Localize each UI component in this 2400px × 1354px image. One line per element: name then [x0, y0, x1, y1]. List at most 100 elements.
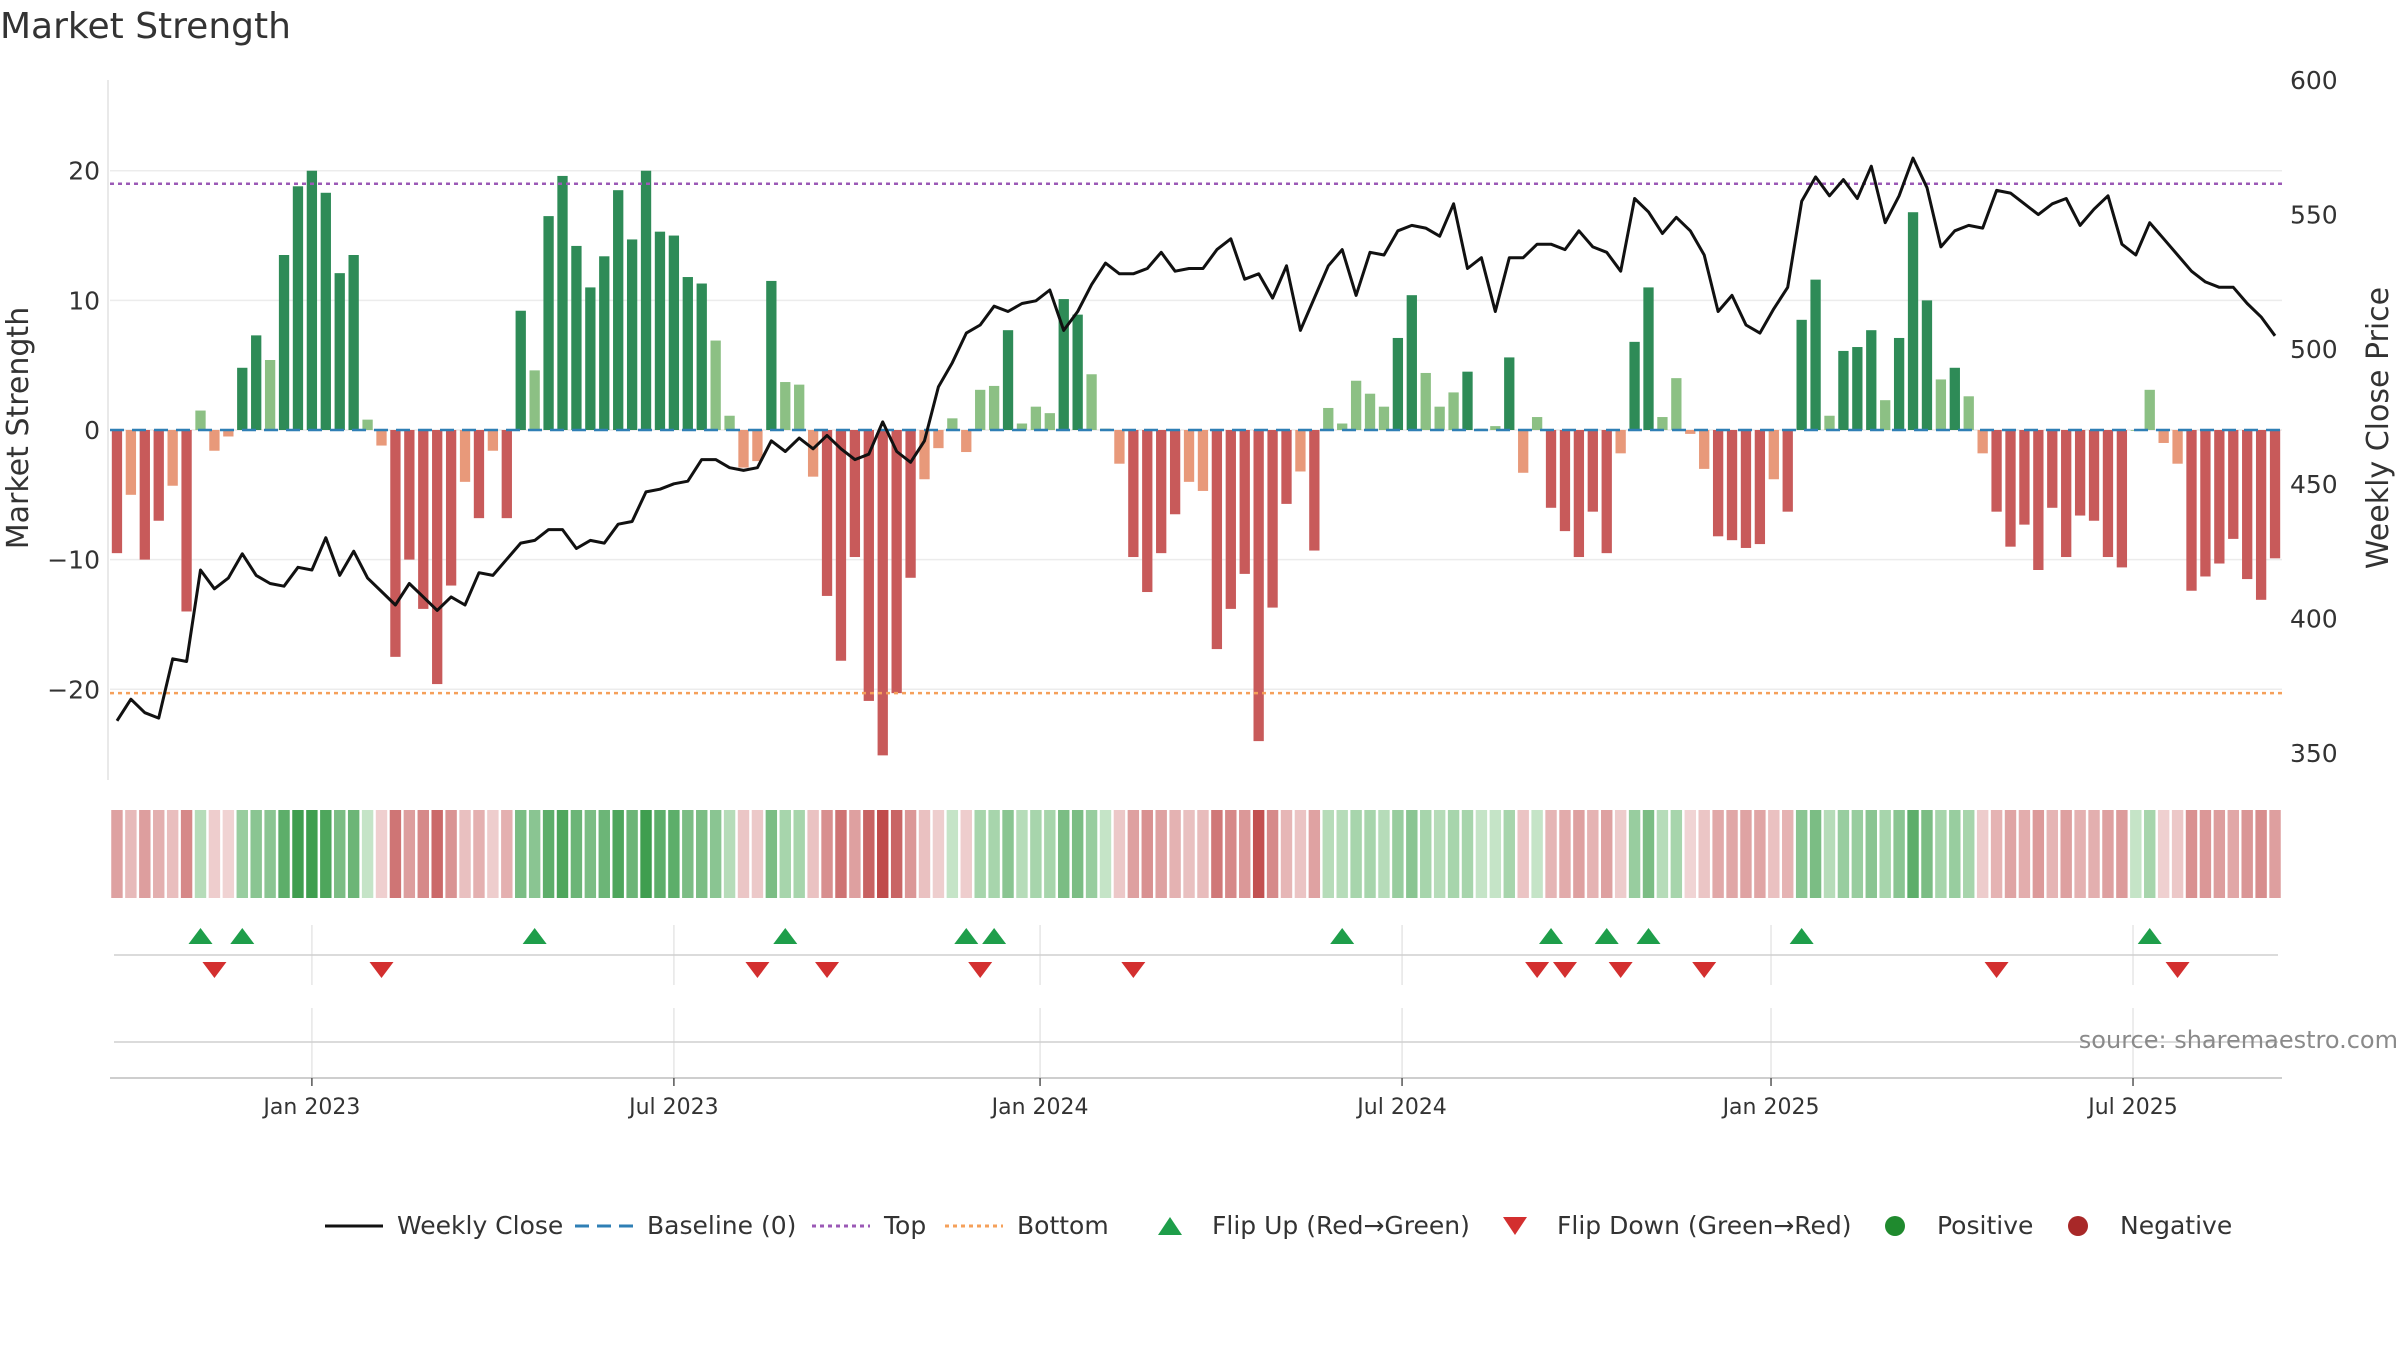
- strength-bar: [2242, 430, 2253, 580]
- heat-cell: [779, 810, 791, 898]
- heat-cell: [1656, 810, 1669, 898]
- flip-up-marker: [954, 928, 979, 944]
- strength-bar: [1281, 430, 1292, 504]
- heat-cell: [1406, 810, 1418, 898]
- strength-bar: [362, 419, 373, 430]
- heat-cell: [1601, 810, 1613, 898]
- heat-cell: [1058, 810, 1070, 898]
- legend-item: Positive: [1885, 1211, 2033, 1240]
- flip-up-marker: [522, 928, 547, 944]
- heat-cell: [974, 810, 986, 898]
- strength-bar: [1197, 430, 1209, 491]
- heat-cell: [2157, 810, 2170, 898]
- flip-up-marker: [2137, 928, 2162, 944]
- strength-bar: [1392, 337, 1404, 430]
- heat-cell: [347, 810, 360, 898]
- heat-cell: [125, 810, 137, 898]
- heat-cell: [180, 810, 193, 898]
- heat-cell: [2102, 810, 2114, 898]
- heat-cell: [1726, 810, 1738, 898]
- heat-cell: [2199, 810, 2212, 898]
- strength-bar: [1699, 430, 1710, 469]
- heat-cell: [417, 810, 429, 898]
- x-axis-ticks: Jan 2023 Jul 2023 Jan 2024 Jul 2024 Jan 2025…: [110, 1077, 2282, 1120]
- strength-bar: [2033, 430, 2044, 570]
- heat-cell: [389, 810, 402, 898]
- heat-cell: [1475, 810, 1488, 898]
- x-tick-label: Jan 2024: [990, 1095, 1089, 1120]
- strength-bar: [139, 430, 150, 560]
- heat-cell: [1280, 810, 1293, 898]
- y-tick-label: 0: [84, 416, 100, 445]
- legend-label: Baseline (0): [647, 1211, 796, 1240]
- heat-cell: [1030, 810, 1042, 898]
- strength-bar: [2158, 430, 2169, 443]
- strength-bar: [696, 283, 707, 430]
- strength-bar: [2102, 430, 2114, 558]
- strength-bar: [306, 170, 318, 431]
- strength-bar: [710, 340, 721, 430]
- y2-tick-label: 550: [2290, 201, 2338, 230]
- strength-bar: [501, 430, 512, 519]
- strength-bar: [1601, 430, 1612, 554]
- heat-cell: [166, 810, 179, 898]
- heat-cell: [1392, 810, 1404, 898]
- heat-cell: [1099, 810, 1112, 898]
- strength-bar: [571, 245, 582, 430]
- strength-bar: [1977, 430, 1988, 454]
- heat-cell: [1211, 810, 1223, 898]
- x-tick-label: Jan 2023: [261, 1095, 360, 1120]
- heat-cell: [306, 810, 318, 898]
- strength-bar: [807, 430, 819, 477]
- left-axis-ticks: 20 10 0 −10 −20: [47, 157, 100, 705]
- strength-bar: [1156, 430, 1167, 554]
- y-axis-label: Market Strength: [1, 307, 36, 549]
- strength-bar: [933, 430, 944, 449]
- strength-bar: [251, 335, 262, 430]
- strength-bar: [1559, 430, 1571, 532]
- heat-cell: [2032, 810, 2045, 898]
- x-tick-label: Jan 2025: [1721, 1095, 1820, 1120]
- heat-cell: [709, 810, 722, 898]
- strength-bar: [1295, 430, 1306, 472]
- heat-cell: [1545, 810, 1557, 898]
- heat-cell: [1016, 810, 1028, 898]
- strength-bar: [794, 384, 805, 430]
- strength-bar: [654, 231, 666, 430]
- strength-bar: [1337, 423, 1348, 430]
- heat-cell: [1559, 810, 1571, 898]
- legend-label: Bottom: [1017, 1211, 1109, 1240]
- legend-item: Weekly Close: [325, 1211, 563, 1240]
- strength-bar: [237, 367, 248, 430]
- heat-cell: [1239, 810, 1251, 898]
- heat-cell: [2130, 810, 2142, 898]
- strength-bar: [1921, 300, 1933, 430]
- legend-flip-down-icon: [1503, 1217, 1527, 1235]
- strength-bar: [1963, 396, 1974, 430]
- strength-bars: [111, 170, 2281, 756]
- strength-bar: [1712, 430, 1724, 537]
- strength-bar: [1044, 413, 1055, 430]
- heat-cell: [2185, 810, 2198, 898]
- strength-bar: [752, 430, 763, 462]
- heat-cell: [1155, 810, 1167, 898]
- flip-up-marker: [773, 928, 798, 944]
- strength-bar: [738, 430, 749, 468]
- heat-cell: [2227, 810, 2239, 898]
- heat-cell: [1642, 810, 1655, 898]
- x-tick-label: Jul 2025: [2086, 1095, 2178, 1120]
- strength-bar: [891, 430, 902, 694]
- legend-item: Flip Up (Red→Green): [1158, 1211, 1470, 1240]
- strength-bar: [264, 360, 276, 430]
- heat-cell: [2004, 810, 2017, 898]
- strength-bar: [390, 430, 401, 657]
- y-tick-label: 20: [68, 157, 100, 186]
- heat-cell: [1614, 810, 1627, 898]
- heat-cell: [1113, 810, 1126, 898]
- heat-cell: [292, 810, 304, 898]
- strength-bar: [2255, 430, 2267, 600]
- flip-down-marker: [1608, 962, 1633, 978]
- strength-bar: [473, 430, 485, 519]
- strength-bar: [153, 430, 164, 521]
- strength-bar: [1309, 430, 1320, 551]
